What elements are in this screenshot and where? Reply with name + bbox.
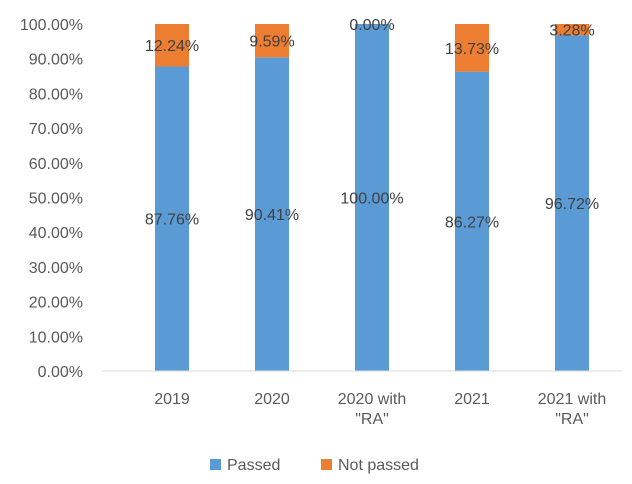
x-tick-label: 2020 with "RA"	[338, 391, 407, 428]
legend-label-not-passed: Not passed	[338, 457, 419, 474]
data-labels: 87.76% 12.24% 90.41% 9.59% 100.00% 0.00% 86.27…	[145, 17, 599, 231]
legend-label-passed: Passed	[227, 457, 280, 474]
bar-segment-not-passed	[255, 24, 289, 58]
y-tick-label: 60.00%	[29, 156, 83, 173]
bar-segment-passed	[355, 24, 389, 371]
data-label-passed: 96.72%	[545, 196, 599, 213]
data-label-not-passed: 12.24%	[145, 38, 199, 55]
y-tick-label: 50.00%	[29, 191, 83, 208]
data-label-not-passed: 0.00%	[349, 17, 394, 34]
x-tick-label: 2021	[454, 391, 490, 408]
data-label-passed: 100.00%	[340, 191, 403, 208]
bar-segment-not-passed	[555, 24, 589, 36]
x-tick-label: 2019	[154, 391, 190, 408]
x-tick-label: 2020	[254, 391, 290, 408]
bar-segment-passed	[555, 35, 589, 372]
x-tick-label: 2021 with "RA"	[538, 391, 607, 428]
y-tick-label: 20.00%	[29, 295, 83, 312]
y-tick-label: 40.00%	[29, 225, 83, 242]
x-axis-labels: 2019 2020 2020 with "RA" 2021 2021 with "RA"	[154, 391, 606, 428]
data-label-passed: 86.27%	[445, 214, 499, 231]
data-label-not-passed: 9.59%	[249, 34, 294, 51]
bar-segment-passed	[255, 57, 289, 371]
bar-segment-not-passed	[155, 24, 189, 67]
y-tick-label: 10.00%	[29, 329, 83, 346]
y-axis-ticks: 0.00% 10.00% 20.00% 30.00% 40.00% 50.00% 60.00…	[20, 17, 83, 381]
data-label-passed: 87.76%	[145, 212, 199, 229]
data-label-not-passed: 3.28%	[549, 23, 594, 40]
y-tick-label: 100.00%	[20, 17, 83, 34]
y-tick-label: 70.00%	[29, 121, 83, 138]
y-tick-label: 0.00%	[38, 364, 83, 381]
y-tick-label: 30.00%	[29, 260, 83, 277]
y-tick-label: 90.00%	[29, 52, 83, 69]
bar-segment-passed	[155, 66, 189, 371]
legend: Passed Not passed	[210, 457, 419, 474]
bar-segment-not-passed	[455, 24, 489, 72]
data-label-not-passed: 13.73%	[445, 41, 499, 58]
legend-swatch-passed	[210, 459, 221, 470]
bars	[155, 24, 589, 372]
data-label-passed: 90.41%	[245, 207, 299, 224]
legend-swatch-not-passed	[321, 459, 332, 470]
y-tick-label: 80.00%	[29, 86, 83, 103]
bar-segment-passed	[455, 71, 489, 371]
